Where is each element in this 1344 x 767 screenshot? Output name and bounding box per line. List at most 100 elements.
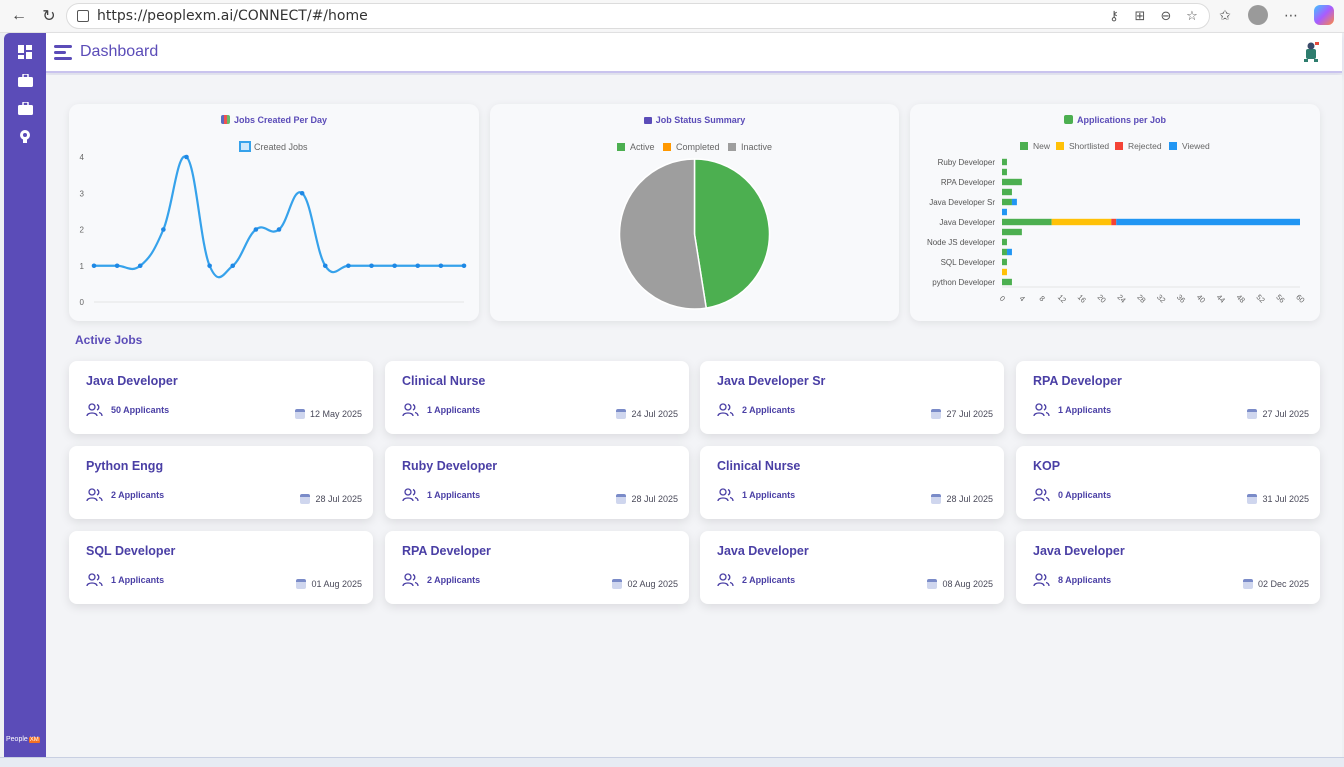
job-title: Java Developer — [1033, 544, 1125, 558]
users-icon — [717, 488, 734, 502]
line-point[interactable] — [438, 263, 444, 269]
job-applicants[interactable]: 2 Applicants — [717, 403, 795, 417]
job-applicants[interactable]: 1 Applicants — [1033, 403, 1111, 417]
jobs-briefcase-icon[interactable] — [4, 66, 46, 94]
dashboard-icon[interactable] — [4, 38, 46, 66]
users-icon — [717, 403, 734, 417]
profile-avatar[interactable] — [1248, 5, 1268, 25]
apps-per-job-chart: New Shortlisted Rejected Viewed 0 4 8 12 16 20 24… — [927, 141, 1307, 305]
job-card[interactable]: Clinical Nurse 1 Applicants 24 Jul 2025 — [385, 361, 689, 434]
bar-segment[interactable] — [1011, 198, 1017, 206]
line-point[interactable] — [415, 263, 421, 269]
key-icon[interactable]: ⚷ — [1109, 8, 1119, 23]
favorites-icon[interactable]: ✩ — [1219, 6, 1231, 23]
line-point[interactable] — [114, 263, 120, 269]
job-card[interactable]: Java Developer 8 Applicants 02 Dec 2025 — [1016, 531, 1320, 604]
line-point[interactable] — [369, 263, 374, 269]
bar-segment[interactable] — [1002, 228, 1022, 236]
bar-segment[interactable] — [1111, 218, 1117, 226]
line-point[interactable] — [253, 227, 259, 232]
job-applicants[interactable]: 0 Applicants — [1033, 488, 1111, 502]
refresh-icon[interactable]: ↻ — [42, 8, 56, 25]
job-card[interactable]: Java Developer 2 Applicants 08 Aug 2025 — [700, 531, 1004, 604]
job-card[interactable]: RPA Developer 2 Applicants 02 Aug 2025 — [385, 531, 689, 604]
line-point[interactable] — [207, 263, 212, 269]
line-point[interactable] — [322, 263, 328, 269]
bar-segment[interactable] — [1002, 198, 1012, 206]
bar-segment[interactable] — [1002, 188, 1012, 196]
bar-x-tick: 56 — [1274, 293, 1286, 305]
line-point[interactable] — [91, 263, 97, 269]
bar-segment[interactable] — [1002, 168, 1007, 176]
work-briefcase-icon[interactable] — [4, 94, 46, 122]
applicants-count: 2 Applicants — [111, 490, 165, 500]
job-applicants[interactable]: 1 Applicants — [717, 488, 795, 502]
jobs-per-day-title-text: Jobs Created Per Day — [233, 115, 328, 125]
app-header: Dashboard — [46, 33, 1342, 73]
job-card[interactable]: Java Developer Sr 2 Applicants 27 Jul 2025 — [700, 361, 1004, 434]
line-point[interactable] — [230, 263, 236, 269]
apps-icon[interactable]: ⊞ — [1134, 8, 1146, 23]
bar-segment[interactable] — [1002, 218, 1052, 226]
line-point[interactable] — [184, 154, 189, 160]
bar-segment[interactable] — [1002, 248, 1007, 256]
job-card[interactable]: RPA Developer 1 Applicants 27 Jul 2025 — [1016, 361, 1320, 434]
job-title: RPA Developer — [1033, 374, 1122, 388]
zoom-icon[interactable]: ⊖ — [1160, 8, 1172, 23]
job-date-text: 02 Dec 2025 — [1257, 579, 1309, 589]
more-menu-icon[interactable]: ⋯ — [1284, 6, 1298, 23]
apps-per-job-card: Applications per Job New Shortlisted Rejec… — [910, 104, 1320, 321]
favorite-star-icon[interactable]: ☆ — [1186, 8, 1198, 23]
job-date: 28 Jul 2025 — [616, 494, 678, 504]
bar-segment[interactable] — [1051, 218, 1112, 226]
line-point[interactable] — [137, 263, 143, 269]
calendar-icon — [927, 579, 938, 589]
job-applicants[interactable]: 1 Applicants — [402, 403, 480, 417]
pie-slice-active[interactable] — [693, 158, 771, 309]
pie-slice-inactive[interactable] — [618, 158, 708, 310]
job-applicants[interactable]: 8 Applicants — [1033, 573, 1111, 587]
address-bar[interactable]: https://peoplexm.ai/CONNECT/#/home ⚷ ⊞ ⊖… — [66, 3, 1210, 29]
lightbulb-icon[interactable] — [4, 122, 46, 150]
bar-segment[interactable] — [1006, 248, 1012, 256]
bar-segment[interactable] — [1002, 278, 1012, 286]
job-status-card: Job Status Summary Active Completed Inacti… — [490, 104, 899, 321]
bar-segment[interactable] — [1116, 218, 1300, 226]
job-applicants[interactable]: 1 Applicants — [402, 488, 480, 502]
line-point[interactable] — [346, 263, 351, 269]
job-applicants[interactable]: 1 Applicants — [86, 573, 164, 587]
bar-category-label: Node JS developer — [927, 238, 995, 247]
job-applicants[interactable]: 2 Applicants — [717, 573, 795, 587]
job-card[interactable]: Python Engg 2 Applicants 28 Jul 2025 — [69, 446, 373, 519]
copilot-icon[interactable] — [1314, 5, 1334, 25]
job-applicants[interactable]: 2 Applicants — [86, 488, 164, 502]
job-card[interactable]: Clinical Nurse 1 Applicants 28 Jul 2025 — [700, 446, 1004, 519]
job-card[interactable]: Ruby Developer 1 Applicants 28 Jul 2025 — [385, 446, 689, 519]
bar-segment[interactable] — [1002, 178, 1022, 186]
line-point[interactable] — [461, 263, 467, 269]
bar-segment[interactable] — [1002, 238, 1007, 246]
calendar-icon — [294, 409, 305, 419]
job-applicants[interactable]: 50 Applicants — [86, 403, 169, 417]
bar-x-tick: 48 — [1235, 293, 1247, 305]
users-icon — [402, 488, 419, 502]
bar-segment[interactable] — [1002, 158, 1007, 166]
job-card[interactable]: SQL Developer 1 Applicants 01 Aug 2025 — [69, 531, 373, 604]
back-icon[interactable]: ← — [11, 7, 27, 24]
bar-segment[interactable] — [1002, 268, 1007, 276]
line-point[interactable] — [161, 227, 166, 232]
job-date: 08 Aug 2025 — [927, 579, 993, 589]
bar-x-tick: 28 — [1135, 293, 1147, 305]
job-applicants[interactable]: 2 Applicants — [402, 573, 480, 587]
bar-segment[interactable] — [1002, 208, 1007, 216]
line-point[interactable] — [276, 227, 282, 232]
user-robot-icon[interactable] — [1302, 41, 1320, 63]
line-point[interactable] — [299, 190, 305, 196]
job-card[interactable]: KOP 0 Applicants 31 Jul 2025 — [1016, 446, 1320, 519]
menu-toggle-icon[interactable] — [54, 44, 72, 60]
calendar-icon — [1247, 494, 1258, 504]
bar-segment[interactable] — [1002, 258, 1007, 266]
calendar-icon — [296, 579, 307, 589]
job-card[interactable]: Java Developer 50 Applicants 12 May 2025 — [69, 361, 373, 434]
line-point[interactable] — [392, 263, 397, 269]
